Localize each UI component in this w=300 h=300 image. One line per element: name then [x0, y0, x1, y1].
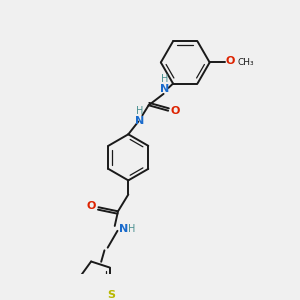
Text: S: S — [107, 290, 115, 299]
Text: CH₃: CH₃ — [237, 58, 254, 67]
Text: H: H — [161, 74, 169, 84]
Text: H: H — [136, 106, 143, 116]
Text: N: N — [119, 224, 129, 235]
Text: H: H — [128, 224, 136, 235]
Text: O: O — [87, 201, 96, 211]
Text: O: O — [170, 106, 180, 116]
Text: O: O — [226, 56, 235, 66]
Text: N: N — [134, 116, 144, 126]
Text: N: N — [160, 84, 169, 94]
